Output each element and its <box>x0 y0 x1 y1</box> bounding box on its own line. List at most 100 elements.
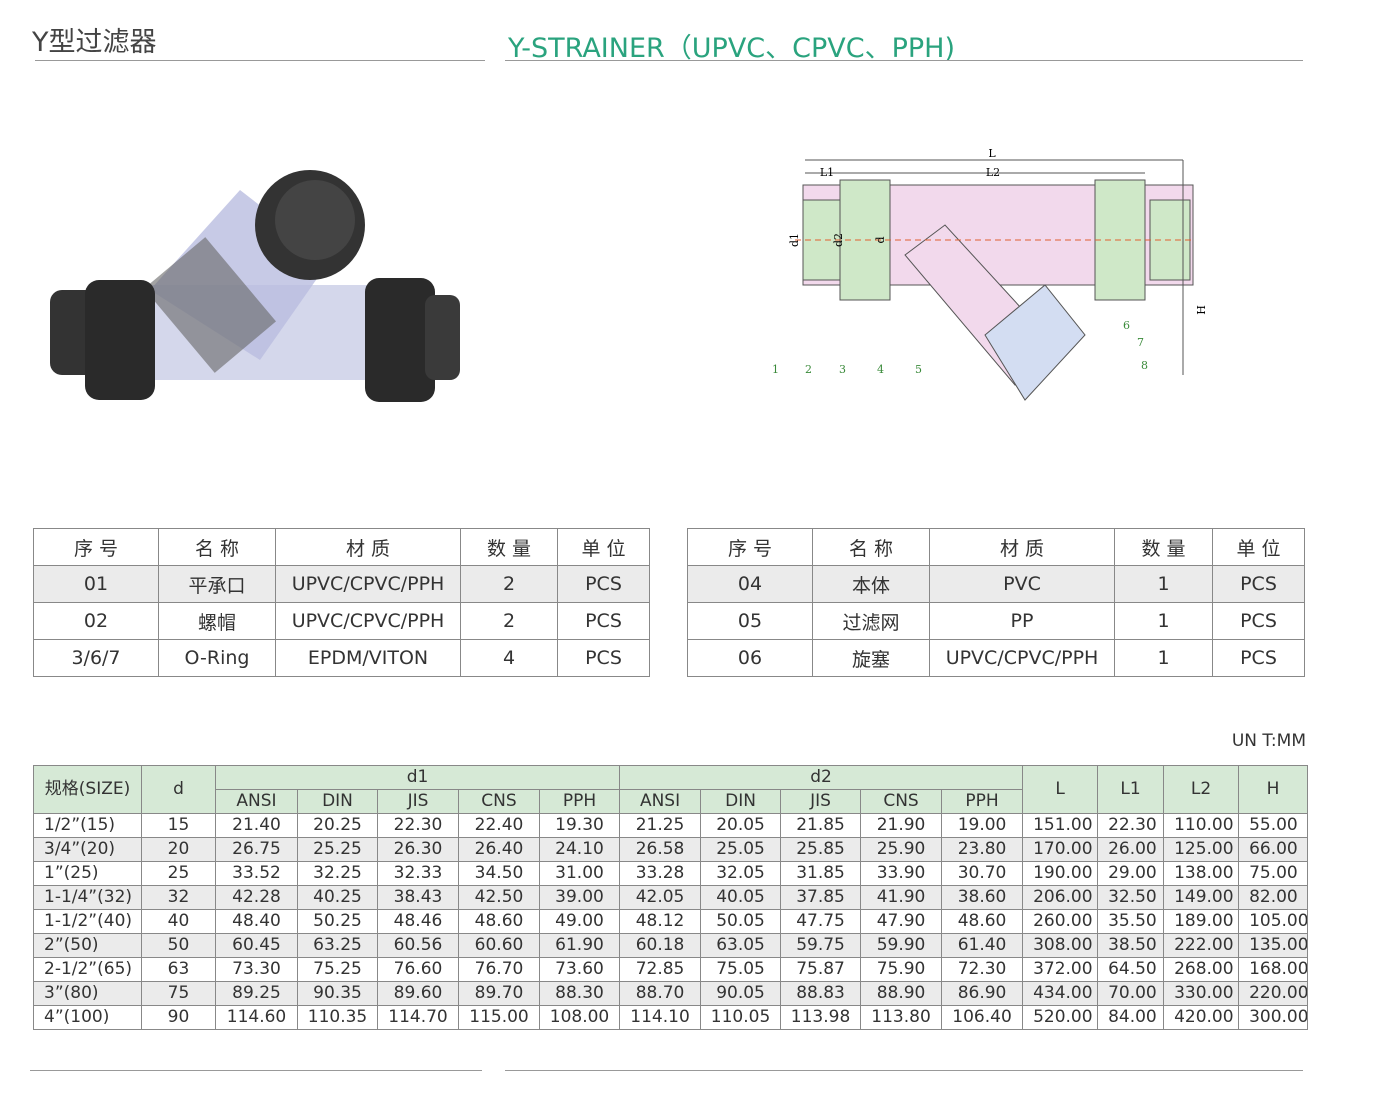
row: 4”(100) 90 114.60 110.35 114.70 115.00 108.00 1… <box>33 1005 1309 1030</box>
cell: 108.00 <box>538 1005 621 1030</box>
cell: 59.90 <box>860 933 943 958</box>
cell: PCS <box>557 602 650 640</box>
cell: 过滤网 <box>812 602 930 640</box>
cell: 63 <box>141 957 216 982</box>
cell: 72.85 <box>619 957 702 982</box>
title-cn: Y型过滤器 <box>32 27 157 58</box>
header-cell: 名 称 <box>812 528 930 566</box>
cell: 1 <box>1114 565 1213 603</box>
cell: 04 <box>687 565 813 603</box>
cell: 41.90 <box>860 885 943 910</box>
cell: 76.70 <box>458 957 540 982</box>
header-cell: JIS <box>377 789 459 814</box>
cell: 26.75 <box>215 837 298 862</box>
cell: 60.56 <box>377 933 459 958</box>
dim-label: d2 <box>832 233 845 247</box>
dim-label: L2 <box>986 166 1000 179</box>
cell: 35.50 <box>1097 909 1165 934</box>
cell: 3/6/7 <box>33 639 159 677</box>
cell: 本体 <box>812 565 930 603</box>
cell: 33.28 <box>619 861 702 886</box>
cell: 75.90 <box>860 957 943 982</box>
cell: 206.00 <box>1022 885 1099 910</box>
cell: 63.05 <box>700 933 782 958</box>
cell: 38.43 <box>377 885 459 910</box>
cell: 75.25 <box>297 957 378 982</box>
cell: 1 <box>1114 602 1213 640</box>
cell: 39.00 <box>538 885 621 910</box>
spec-table: 规格(SIZE) d d1 d2 L L1 L2 H ANSI DIN JIS CNS PPH ANSI D… <box>33 765 1309 1030</box>
cell: 55.00 <box>1238 813 1309 838</box>
cell: 268.00 <box>1163 957 1240 982</box>
cell: 90.05 <box>700 981 782 1006</box>
cell: 螺帽 <box>158 602 276 640</box>
cell: 24.10 <box>538 837 621 862</box>
cell: 25.85 <box>780 837 862 862</box>
row: 05 过滤网 PP 1 PCS <box>687 602 1305 640</box>
cell: 40.25 <box>297 885 378 910</box>
header-cell: d1 <box>214 765 621 790</box>
cell: 330.00 <box>1163 981 1240 1006</box>
cell: 86.90 <box>941 981 1024 1006</box>
cell: 76.60 <box>377 957 459 982</box>
cell: 26.00 <box>1097 837 1165 862</box>
callout: 2 <box>805 363 812 376</box>
cell: 42.28 <box>215 885 298 910</box>
header-cell: L1 <box>1097 765 1165 814</box>
cell: 20.25 <box>297 813 378 838</box>
cell: 113.80 <box>860 1005 943 1030</box>
cell: 38.60 <box>941 885 1024 910</box>
cell: 420.00 <box>1163 1005 1240 1030</box>
cell: 05 <box>687 602 813 640</box>
cell: 3/4”(20) <box>33 837 142 862</box>
cell: 30.70 <box>941 861 1024 886</box>
header-cell: 序 号 <box>33 528 159 566</box>
cell: 73.30 <box>215 957 298 982</box>
header-row: 序 号名 称材 质数 量单 位 <box>33 528 650 566</box>
cell: 135.00 <box>1238 933 1309 958</box>
header-cell: JIS <box>780 789 862 814</box>
cell: 90.35 <box>297 981 378 1006</box>
header-cell: 规格(SIZE) <box>33 765 142 814</box>
header-cell: DIN <box>297 789 378 814</box>
cell: PCS <box>1212 565 1305 603</box>
cell: 50 <box>141 933 216 958</box>
cell: UPVC/CPVC/PPH <box>275 565 461 603</box>
cell: 1”(25) <box>33 861 142 886</box>
cell: 89.25 <box>215 981 298 1006</box>
cell: 190.00 <box>1022 861 1099 886</box>
cell: 25.25 <box>297 837 378 862</box>
cell: 50.05 <box>700 909 782 934</box>
title-en: Y-STRAINER（UPVC、CPVC、PPH) <box>508 33 956 64</box>
cell: 110.05 <box>700 1005 782 1030</box>
row: 3/6/7 O-Ring EPDM/VITON 4 PCS <box>33 639 650 677</box>
cell: 21.85 <box>780 813 862 838</box>
cell: 110.35 <box>297 1005 378 1030</box>
cell: 22.30 <box>1097 813 1165 838</box>
cell: 90 <box>141 1005 216 1030</box>
cell: 220.00 <box>1238 981 1309 1006</box>
cell: 33.52 <box>215 861 298 886</box>
cell: 49.00 <box>538 909 621 934</box>
cell: 88.83 <box>780 981 862 1006</box>
cell: 25 <box>141 861 216 886</box>
row: 2-1/2”(65) 63 73.30 75.25 76.60 76.70 73.60 72.… <box>33 957 1309 982</box>
header-cell: 材 质 <box>929 528 1115 566</box>
cell: 20 <box>141 837 216 862</box>
cell: 2”(50) <box>33 933 142 958</box>
cell: 170.00 <box>1022 837 1099 862</box>
cell: 168.00 <box>1238 957 1309 982</box>
cell: PCS <box>557 565 650 603</box>
cell: 01 <box>33 565 159 603</box>
cell: 89.60 <box>377 981 459 1006</box>
cell: 平承口 <box>158 565 276 603</box>
cell: 4”(100) <box>33 1005 142 1030</box>
cell: 260.00 <box>1022 909 1099 934</box>
row: 2”(50) 50 60.45 63.25 60.56 60.60 61.90 60.18 63… <box>33 933 1309 958</box>
rule <box>35 60 485 61</box>
cell: 2 <box>460 602 558 640</box>
header-cell: PPH <box>941 789 1024 814</box>
callout: 1 <box>772 363 779 376</box>
cell: 47.90 <box>860 909 943 934</box>
cell: 115.00 <box>458 1005 540 1030</box>
